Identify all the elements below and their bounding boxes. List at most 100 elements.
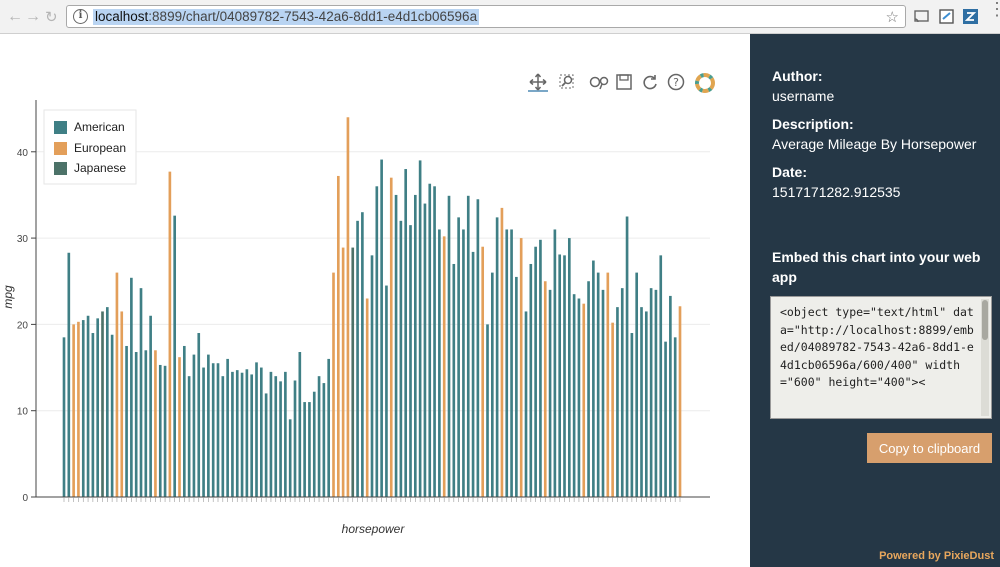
bar-american[interactable] — [625, 216, 629, 497]
bar-japanese[interactable] — [101, 311, 104, 497]
bar-american[interactable] — [510, 229, 513, 497]
bar-american[interactable] — [577, 298, 581, 498]
bar-american[interactable] — [312, 391, 316, 497]
bar-european[interactable] — [582, 303, 586, 497]
bar-american[interactable] — [620, 288, 624, 497]
reload-icon[interactable]: ↻ — [45, 9, 58, 26]
bar-american[interactable] — [274, 376, 278, 497]
bar-american[interactable] — [216, 363, 220, 497]
bar-european[interactable] — [500, 207, 504, 497]
address-bar[interactable]: i localhost:8899/chart/04089782-7543-42a… — [66, 5, 906, 28]
bar-american[interactable] — [125, 345, 128, 497]
bar-american[interactable] — [495, 217, 499, 497]
bar-american[interactable] — [240, 372, 244, 497]
bar-american[interactable] — [515, 276, 518, 497]
bar-american[interactable] — [616, 307, 619, 497]
bar-american[interactable] — [587, 281, 590, 497]
bar-european[interactable] — [481, 246, 485, 497]
bar-european[interactable] — [336, 175, 340, 497]
bar-european[interactable] — [346, 117, 350, 497]
bar-american[interactable] — [534, 246, 537, 497]
pan-icon[interactable] — [528, 72, 548, 92]
box-zoom-icon[interactable] — [557, 72, 577, 92]
bar-european[interactable] — [365, 298, 369, 498]
bar-american[interactable] — [134, 352, 138, 497]
bar-american[interactable] — [110, 334, 114, 497]
bar-american[interactable] — [163, 365, 167, 497]
help-icon[interactable]: ? — [666, 72, 686, 92]
bar-american[interactable] — [279, 381, 282, 497]
bar-american[interactable] — [462, 229, 465, 497]
bar-american[interactable] — [221, 376, 225, 497]
bar-american[interactable] — [601, 289, 605, 497]
bar-european[interactable] — [442, 236, 446, 498]
bar-american[interactable] — [130, 277, 133, 497]
bar-american[interactable] — [202, 367, 205, 497]
bar-american[interactable] — [264, 393, 268, 497]
copy-to-clipboard-button[interactable]: Copy to clipboard — [867, 433, 992, 463]
bar-american[interactable] — [144, 350, 148, 497]
bar-american[interactable] — [404, 169, 408, 498]
bar-american[interactable] — [409, 225, 412, 497]
bar-american[interactable] — [558, 254, 562, 497]
bar-american[interactable] — [158, 364, 162, 497]
bar-american[interactable] — [288, 419, 292, 497]
bar-american[interactable] — [380, 159, 383, 498]
bar-american[interactable] — [308, 402, 311, 497]
menu-kebab-icon[interactable]: ⋮ — [988, 0, 1000, 19]
bar-american[interactable] — [669, 295, 672, 497]
bar-american[interactable] — [438, 229, 441, 497]
bar-european[interactable] — [519, 238, 523, 497]
bar-american[interactable] — [317, 376, 321, 497]
bar-american[interactable] — [91, 333, 95, 497]
zotero-icon[interactable] — [962, 8, 979, 25]
bar-american[interactable] — [303, 402, 306, 497]
bar-american[interactable] — [149, 315, 152, 497]
bar-american[interactable] — [471, 251, 475, 497]
bar-american[interactable] — [182, 345, 186, 497]
bar-european[interactable] — [543, 281, 547, 497]
bar-european[interactable] — [611, 322, 614, 497]
bar-american[interactable] — [207, 354, 210, 497]
bar-american[interactable] — [592, 260, 595, 497]
bar-european[interactable] — [168, 171, 172, 497]
reset-icon[interactable] — [640, 72, 660, 92]
bar-american[interactable] — [173, 215, 177, 497]
bar-american[interactable] — [563, 255, 566, 497]
bar-american[interactable] — [640, 307, 643, 497]
bar-american[interactable] — [433, 186, 436, 498]
bar-american[interactable] — [370, 255, 374, 497]
bar-american[interactable] — [255, 362, 258, 497]
bar-american[interactable] — [457, 217, 460, 497]
bar-american[interactable] — [654, 289, 658, 497]
bar-american[interactable] — [361, 212, 364, 497]
bar-japanese[interactable] — [351, 247, 355, 497]
bar-american[interactable] — [505, 229, 509, 497]
bar-american[interactable] — [356, 220, 359, 497]
bar-american[interactable] — [476, 199, 480, 497]
bar-american[interactable] — [394, 194, 398, 497]
bar-american[interactable] — [322, 383, 326, 497]
bar-european[interactable] — [120, 311, 124, 497]
bar-american[interactable] — [529, 263, 533, 497]
bar-european[interactable] — [606, 272, 610, 497]
bar-american[interactable] — [187, 376, 191, 497]
info-icon[interactable]: i — [73, 9, 88, 24]
url-text[interactable]: localhost:8899/chart/04089782-7543-42a6-… — [93, 9, 480, 25]
bar-american[interactable] — [659, 255, 663, 497]
bar-american[interactable] — [375, 186, 379, 498]
bar-american[interactable] — [269, 371, 273, 497]
bar-american[interactable] — [231, 371, 234, 497]
bar-american[interactable] — [567, 238, 571, 497]
bar-american[interactable] — [250, 374, 254, 497]
bar-american[interactable] — [96, 318, 100, 497]
save-icon[interactable] — [614, 72, 634, 92]
bar-european[interactable] — [389, 177, 393, 498]
bar-american[interactable] — [596, 272, 600, 497]
bar-european[interactable] — [72, 324, 75, 497]
bar-american[interactable] — [67, 252, 71, 497]
bokeh-logo-icon[interactable] — [694, 72, 715, 93]
bar-american[interactable] — [428, 183, 432, 497]
bar-european[interactable] — [77, 321, 80, 497]
bar-american[interactable] — [673, 337, 677, 497]
